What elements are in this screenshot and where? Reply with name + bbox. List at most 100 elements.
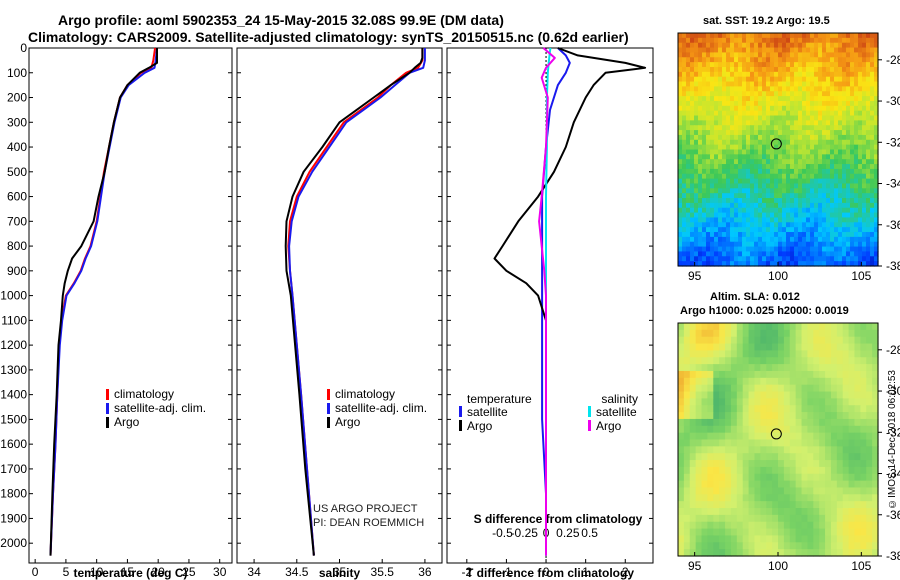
- map-cell: [862, 198, 867, 204]
- map-cell: [738, 71, 743, 78]
- map-cell: [750, 256, 755, 262]
- map-cell: [748, 370, 756, 379]
- map-cell: [702, 76, 707, 83]
- map-cell: [789, 364, 797, 372]
- map-cell: [778, 398, 785, 406]
- map-cell: [742, 105, 747, 112]
- map-cell: [854, 96, 859, 102]
- map-cell: [830, 76, 835, 83]
- map-cell: [814, 33, 819, 39]
- map-cell: [722, 212, 727, 219]
- map-cell: [798, 173, 803, 180]
- map-cell: [766, 193, 771, 199]
- xtick-label: 35.5: [371, 565, 395, 579]
- map-cell: [683, 466, 691, 475]
- map-cell: [719, 405, 726, 413]
- map-cell: [690, 202, 695, 209]
- map-cell: [782, 37, 787, 44]
- map-cell: [801, 535, 809, 543]
- map-cell: [862, 246, 867, 253]
- map-cell: [738, 62, 743, 68]
- map-cell: [866, 377, 873, 386]
- map-cell: [726, 261, 731, 267]
- map-cell: [706, 198, 711, 204]
- map-cell: [678, 130, 683, 136]
- map-cell: [834, 236, 839, 243]
- series-temp-argo: [49, 48, 158, 556]
- map-cell: [742, 501, 750, 509]
- map-cell: [810, 241, 815, 248]
- map-cell: [802, 134, 807, 141]
- map-cell: [722, 183, 727, 189]
- map-cell: [736, 521, 744, 530]
- map-cell: [706, 154, 711, 160]
- map-cell: [838, 261, 843, 267]
- map-cell: [750, 42, 755, 49]
- map-cell: [789, 542, 797, 550]
- map-cell: [866, 364, 873, 372]
- map-cell: [807, 501, 814, 509]
- map-cell: [802, 183, 807, 189]
- map-cell: [790, 173, 795, 180]
- map-cell: [778, 364, 785, 372]
- map-cell: [806, 217, 811, 223]
- map-cell: [842, 115, 847, 121]
- map-cell: [862, 71, 867, 78]
- map-cell: [866, 336, 873, 345]
- map-cell: [754, 164, 759, 170]
- map-cell: [810, 66, 815, 73]
- map-cell: [706, 212, 711, 219]
- map-cell: [770, 120, 775, 126]
- map-cell: [754, 343, 761, 352]
- map-cell: [872, 370, 879, 379]
- map-cell: [695, 343, 703, 352]
- map-cell: [834, 183, 839, 189]
- map-cell: [760, 528, 767, 537]
- map-cell: [806, 251, 811, 257]
- map-cell: [813, 350, 820, 358]
- map-cell: [862, 76, 867, 83]
- map-cell: [854, 164, 859, 170]
- map-cell: [782, 261, 787, 267]
- map-cell: [802, 178, 807, 185]
- map-cell: [682, 168, 687, 175]
- map-cell: [762, 159, 767, 165]
- map-cell: [682, 91, 687, 97]
- map-cell: [702, 241, 707, 248]
- map-cell: [683, 460, 691, 468]
- map-cell: [730, 236, 735, 243]
- map-cell: [714, 164, 719, 170]
- map-cell: [730, 222, 735, 228]
- map-cell: [778, 501, 785, 509]
- map-cell: [766, 139, 771, 146]
- map-cell: [726, 241, 731, 248]
- map-cell: [830, 391, 838, 399]
- map-cell: [818, 207, 823, 214]
- map-cell: [714, 130, 719, 136]
- map-cell: [795, 323, 803, 331]
- map-cell: [838, 212, 843, 219]
- map-cell: [826, 159, 831, 165]
- map-cell: [698, 212, 703, 219]
- map-cell: [766, 329, 773, 338]
- map-cell: [870, 52, 875, 58]
- map-cell: [874, 193, 879, 199]
- map-cell: [694, 81, 699, 87]
- map-cell: [854, 329, 861, 338]
- map-cell: [836, 473, 844, 482]
- map-cell: [814, 139, 819, 146]
- map-cell: [686, 96, 691, 102]
- map-cell: [722, 81, 727, 87]
- map-cell: [772, 364, 779, 372]
- map-cell: [830, 164, 835, 170]
- map-cell: [850, 207, 855, 214]
- map-cell: [802, 202, 807, 209]
- map-cell: [862, 178, 867, 185]
- map-cell: [742, 173, 747, 180]
- map-cell: [742, 377, 750, 386]
- map-cell: [754, 198, 759, 204]
- map-cell: [786, 115, 791, 121]
- map-cell: [872, 418, 879, 427]
- map-cell: [730, 96, 735, 102]
- map-cell: [722, 246, 727, 253]
